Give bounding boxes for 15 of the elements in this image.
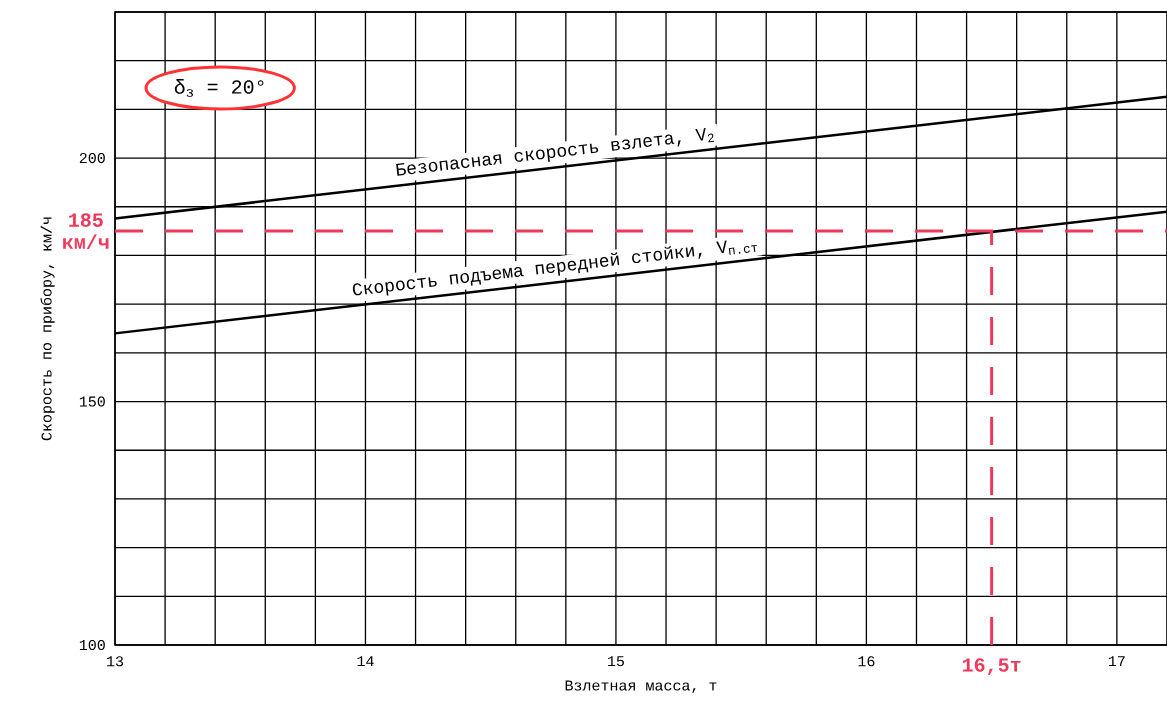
ref-line-label: 16,5т (962, 658, 1021, 676)
ref-line-label: 185 км/ч (63, 213, 109, 249)
x-tick-label: 15 (608, 656, 624, 667)
text: Скорость подъема передней стойки, V$_{п.ст}$ (352, 240, 758, 296)
x-tick-label: 16 (858, 656, 875, 667)
x-tick-label: 17 (1108, 656, 1125, 667)
annotation: δ$_{з}$ = 20° (174, 79, 264, 97)
x-tick-label: 14 (357, 656, 374, 667)
y-tick-label: 150 (79, 396, 105, 407)
y-axis-title: Скорость по прибору, км/ч (40, 217, 55, 441)
y-tick-label: 100 (79, 639, 105, 651)
y-tick-label: 200 (79, 152, 105, 164)
text: Безопасная скорость взлета, V$_{2}$ (396, 128, 715, 176)
x-tick-label: 13 (107, 656, 124, 667)
x-axis-title: Взлетная масса, т (565, 680, 717, 694)
